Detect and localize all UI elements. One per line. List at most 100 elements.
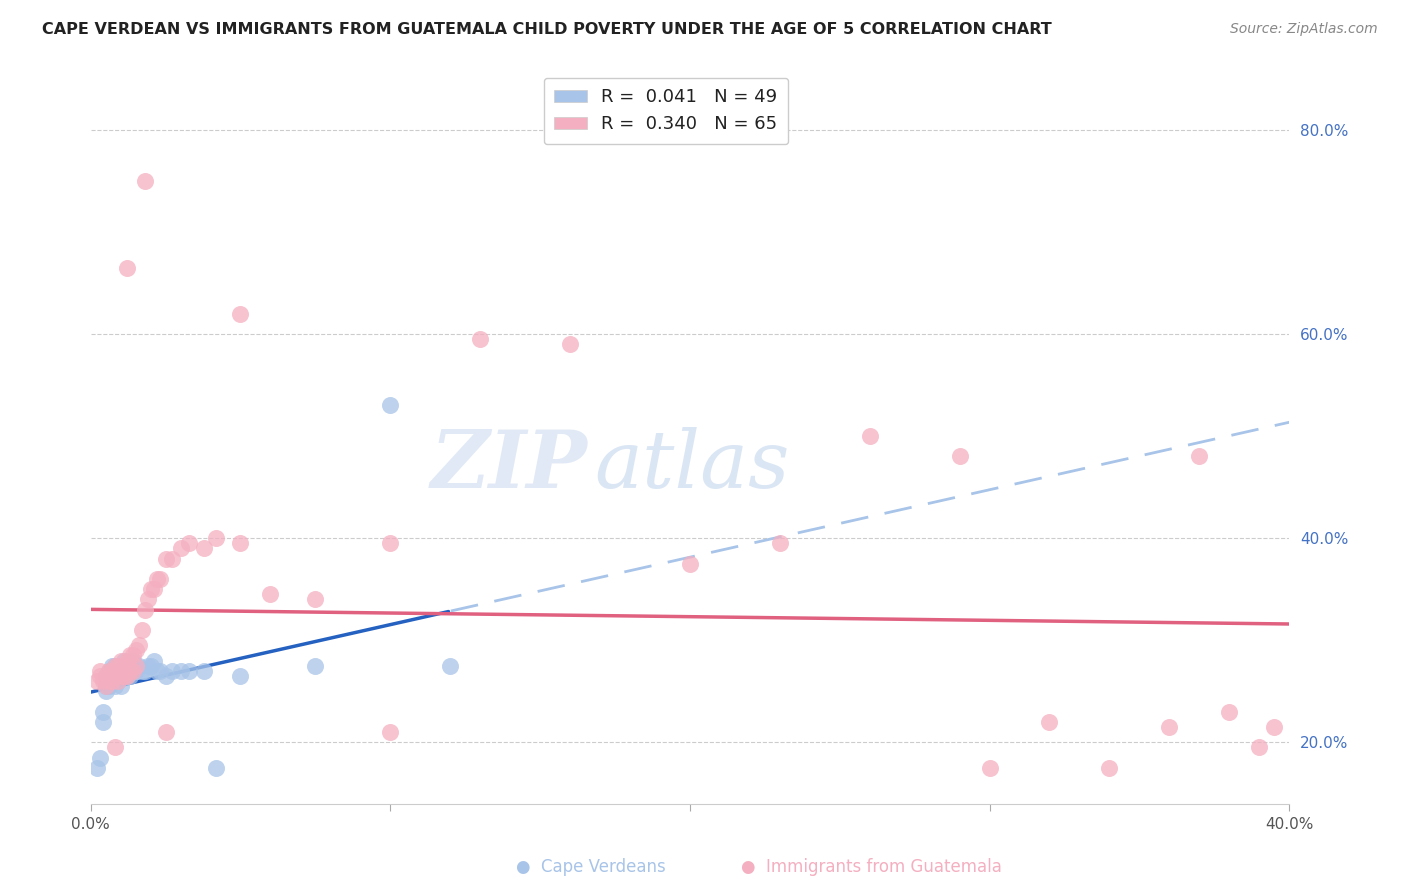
Point	[103, 669, 125, 683]
Point	[155, 669, 177, 683]
Point	[103, 669, 125, 683]
Point	[118, 669, 141, 683]
Point	[107, 673, 129, 688]
Point	[118, 648, 141, 663]
Point	[136, 592, 159, 607]
Point	[94, 669, 117, 683]
Text: atlas: atlas	[593, 426, 789, 504]
Point	[97, 673, 120, 688]
Point	[121, 648, 143, 663]
Text: ●  Cape Verdeans: ● Cape Verdeans	[516, 858, 665, 876]
Point	[100, 673, 122, 688]
Point	[115, 658, 138, 673]
Point	[121, 664, 143, 678]
Point	[97, 664, 120, 678]
Point	[155, 725, 177, 739]
Point	[1038, 714, 1060, 729]
Point	[160, 664, 183, 678]
Point	[94, 679, 117, 693]
Point	[103, 679, 125, 693]
Point	[128, 658, 150, 673]
Point	[1249, 740, 1271, 755]
Point	[205, 531, 228, 545]
Point	[86, 761, 108, 775]
Point	[1218, 705, 1240, 719]
Point	[121, 654, 143, 668]
Text: ZIP: ZIP	[432, 426, 588, 504]
Point	[859, 429, 882, 443]
Point	[169, 664, 191, 678]
Text: ●  Immigrants from Guatemala: ● Immigrants from Guatemala	[741, 858, 1002, 876]
Point	[110, 654, 132, 668]
Point	[1159, 720, 1181, 734]
Point	[124, 664, 146, 678]
Point	[145, 572, 167, 586]
Point	[169, 541, 191, 556]
Text: CAPE VERDEAN VS IMMIGRANTS FROM GUATEMALA CHILD POVERTY UNDER THE AGE OF 5 CORRE: CAPE VERDEAN VS IMMIGRANTS FROM GUATEMAL…	[42, 22, 1052, 37]
Point	[112, 654, 135, 668]
Point	[193, 541, 215, 556]
Text: Source: ZipAtlas.com: Source: ZipAtlas.com	[1230, 22, 1378, 37]
Point	[118, 658, 141, 673]
Point	[1188, 450, 1211, 464]
Point	[107, 664, 129, 678]
Point	[136, 658, 159, 673]
Point	[86, 673, 108, 688]
Point	[112, 669, 135, 683]
Point	[103, 740, 125, 755]
Point	[134, 174, 156, 188]
Point	[979, 761, 1001, 775]
Point	[115, 669, 138, 683]
Point	[134, 664, 156, 678]
Point	[103, 658, 125, 673]
Point	[97, 679, 120, 693]
Point	[91, 714, 114, 729]
Point	[115, 669, 138, 683]
Point	[148, 572, 170, 586]
Point	[100, 673, 122, 688]
Point	[94, 679, 117, 693]
Point	[97, 669, 120, 683]
Point	[89, 669, 111, 683]
Point	[110, 658, 132, 673]
Point	[100, 658, 122, 673]
Point	[558, 337, 581, 351]
Point	[139, 658, 162, 673]
Point	[118, 664, 141, 678]
Point	[142, 654, 165, 668]
Point	[103, 658, 125, 673]
Point	[110, 679, 132, 693]
Point	[97, 664, 120, 678]
Point	[1098, 761, 1121, 775]
Point	[112, 664, 135, 678]
Point	[139, 582, 162, 596]
Point	[259, 587, 281, 601]
Point	[94, 684, 117, 698]
Point	[128, 638, 150, 652]
Point	[160, 551, 183, 566]
Point	[124, 658, 146, 673]
Point	[304, 592, 326, 607]
Point	[679, 557, 702, 571]
Point	[145, 664, 167, 678]
Point	[193, 664, 215, 678]
Point	[179, 664, 201, 678]
Legend: R =  0.041   N = 49, R =  0.340   N = 65: R = 0.041 N = 49, R = 0.340 N = 65	[544, 78, 789, 145]
Point	[949, 450, 972, 464]
Point	[470, 332, 492, 346]
Point	[179, 536, 201, 550]
Point	[107, 673, 129, 688]
Point	[229, 669, 252, 683]
Point	[107, 658, 129, 673]
Point	[110, 669, 132, 683]
Point	[229, 306, 252, 320]
Point	[124, 658, 146, 673]
Point	[110, 669, 132, 683]
Point	[142, 582, 165, 596]
Point	[769, 536, 792, 550]
Point	[91, 673, 114, 688]
Point	[131, 623, 153, 637]
Point	[97, 673, 120, 688]
Point	[155, 551, 177, 566]
Point	[100, 664, 122, 678]
